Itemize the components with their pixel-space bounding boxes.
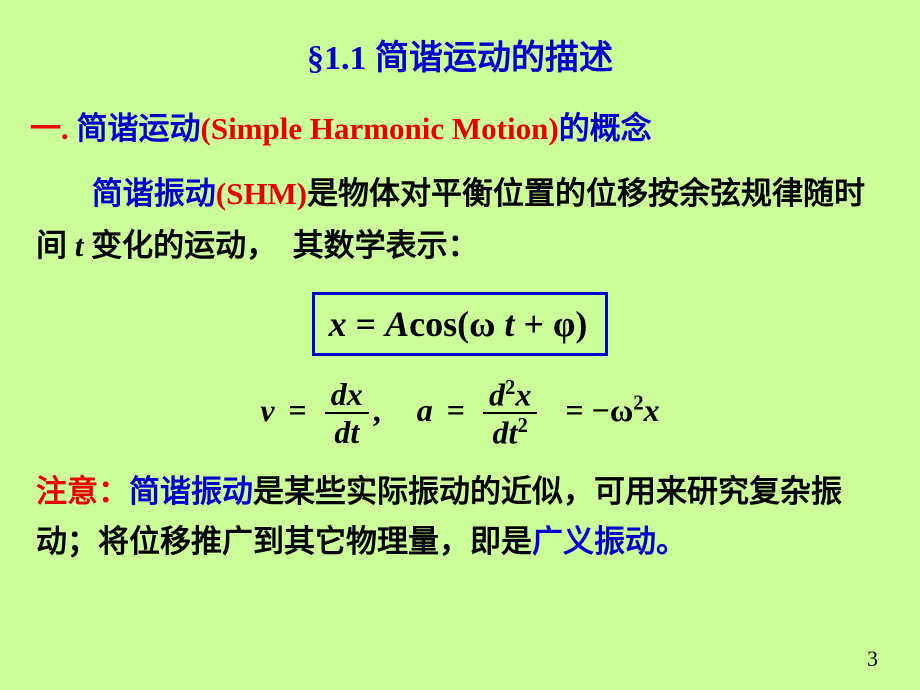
deriv-sq: 2 <box>633 391 643 414</box>
deriv-v: v <box>260 392 274 428</box>
d-x: x <box>515 376 531 412</box>
deriv-eq2: = <box>447 392 465 428</box>
formula-close: ) <box>575 304 587 344</box>
section-heading: 一. 简谐运动(Simple Harmonic Motion)的概念 <box>30 107 890 150</box>
heading-paren: (Simple Harmonic Motion) <box>201 111 559 146</box>
formula-cos: cos( <box>409 304 469 344</box>
body-text-3: 其数学表示： <box>293 228 479 263</box>
main-formula: x = Acos(ω t + φ) <box>312 292 609 356</box>
formula-container: x = Acos(ω t + φ) <box>30 286 890 378</box>
note-label: 注意： <box>36 474 129 509</box>
dt-sup: 2 <box>517 414 527 437</box>
frac-dx-dt: dx dt <box>325 378 369 448</box>
formula-plus: + <box>523 304 553 344</box>
formula-t: t <box>495 304 523 344</box>
note-blue2: 广义振动 <box>532 524 656 559</box>
formula-omega: ω <box>469 304 495 344</box>
deriv-comma: , <box>373 392 381 428</box>
note-paragraph: 注意：简谐振动是某些实际振动的近似，可用来研究复杂振动；将位移推广到其它物理量，… <box>30 467 890 567</box>
slide-title: §1.1 简谐运动的描述 <box>30 30 890 79</box>
body-var-t: t <box>75 228 91 263</box>
note-blue1: 简谐振动 <box>129 474 253 509</box>
deriv-eq1: = <box>289 392 307 428</box>
body-paragraph: 简谐振动(SHM)是物体对平衡位置的位移按余弦规律随时间 t 变化的运动， 其数… <box>30 168 890 270</box>
frac-den-dt: dt <box>325 414 369 448</box>
page-number: 3 <box>867 646 878 672</box>
heading-suffix: 的概念 <box>559 111 652 146</box>
deriv-a: a <box>417 392 433 428</box>
formula-x: x <box>329 304 347 344</box>
heading-term: 简谐运动 <box>77 111 201 146</box>
dt-letters: dt <box>493 415 518 451</box>
d-sup: 2 <box>505 376 515 399</box>
note-period: 。 <box>656 524 687 559</box>
d-letter: d <box>489 376 505 412</box>
body-text-2: 变化的运动， <box>91 228 277 263</box>
formula-A: A <box>385 304 409 344</box>
frac-num-dx: dx <box>325 378 369 414</box>
slide: §1.1 简谐运动的描述 一. 简谐运动(Simple Harmonic Mot… <box>0 0 920 690</box>
body-blue-term: 简谐振动 <box>92 176 216 211</box>
formula-eq: = <box>347 304 386 344</box>
frac-den-dt2: dt2 <box>483 414 537 449</box>
body-paren: (SHM) <box>216 176 307 211</box>
formula-phi: φ <box>553 304 575 344</box>
heading-prefix: 一. <box>30 111 69 146</box>
deriv-neg-omega: = −ω <box>565 392 633 428</box>
frac-num-d2x: d2x <box>483 378 537 415</box>
deriv-xend: x <box>644 392 660 428</box>
frac-d2x-dt2: d2x dt2 <box>483 378 537 449</box>
derivative-line: v = dx dt , a = d2x dt2 = −ω2x <box>30 378 890 449</box>
